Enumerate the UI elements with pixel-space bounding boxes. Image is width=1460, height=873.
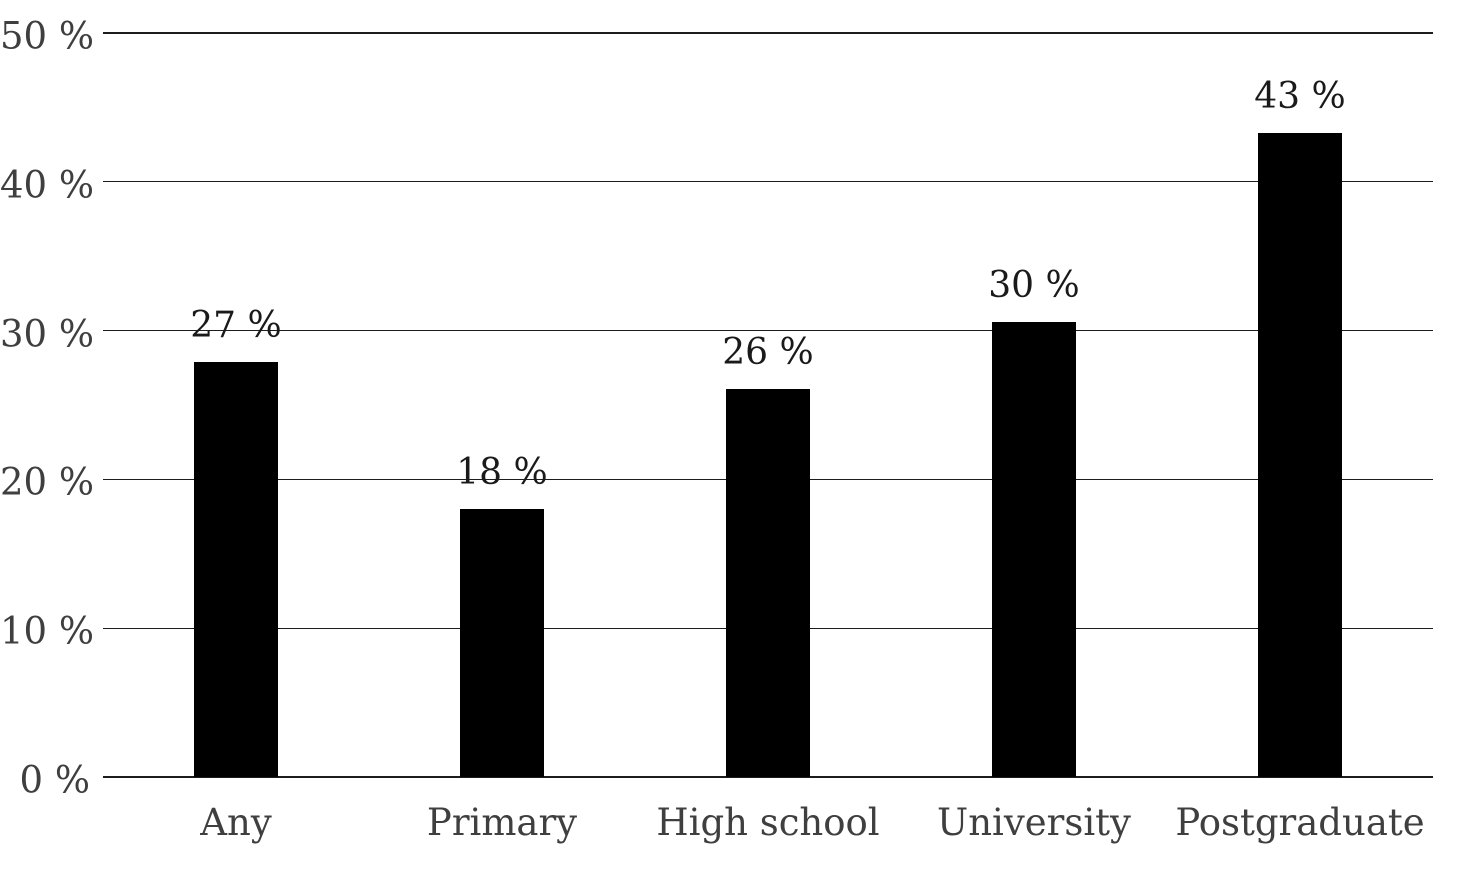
bar — [726, 388, 810, 777]
bar-value-label: 43 % — [1254, 75, 1346, 117]
bar — [460, 509, 544, 777]
bar — [992, 321, 1076, 777]
y-tick-label: 40 % — [0, 163, 94, 207]
x-category-label: High school — [656, 801, 880, 844]
x-category-label: Any — [200, 801, 272, 844]
x-category-label: Primary — [426, 801, 578, 844]
bar-value-label: 30 % — [988, 264, 1080, 306]
gridline — [103, 329, 1433, 332]
y-tick-label: 50 % — [0, 14, 94, 58]
bar-value-label: 18 % — [456, 452, 548, 494]
bar — [194, 361, 278, 777]
gridline — [103, 776, 1433, 778]
x-category-label: University — [937, 801, 1131, 844]
bar — [1258, 132, 1342, 777]
x-category-label: Postgraduate — [1175, 801, 1425, 844]
y-tick-label: 10 % — [0, 609, 94, 653]
gridline — [103, 32, 1433, 34]
bar-value-label: 26 % — [722, 331, 814, 373]
bar-value-label: 27 % — [190, 304, 282, 346]
y-tick-label: 0 % — [19, 758, 90, 802]
y-tick-label: 20 % — [0, 460, 94, 504]
y-tick-label: 30 % — [0, 312, 94, 356]
gridline — [103, 181, 1433, 183]
